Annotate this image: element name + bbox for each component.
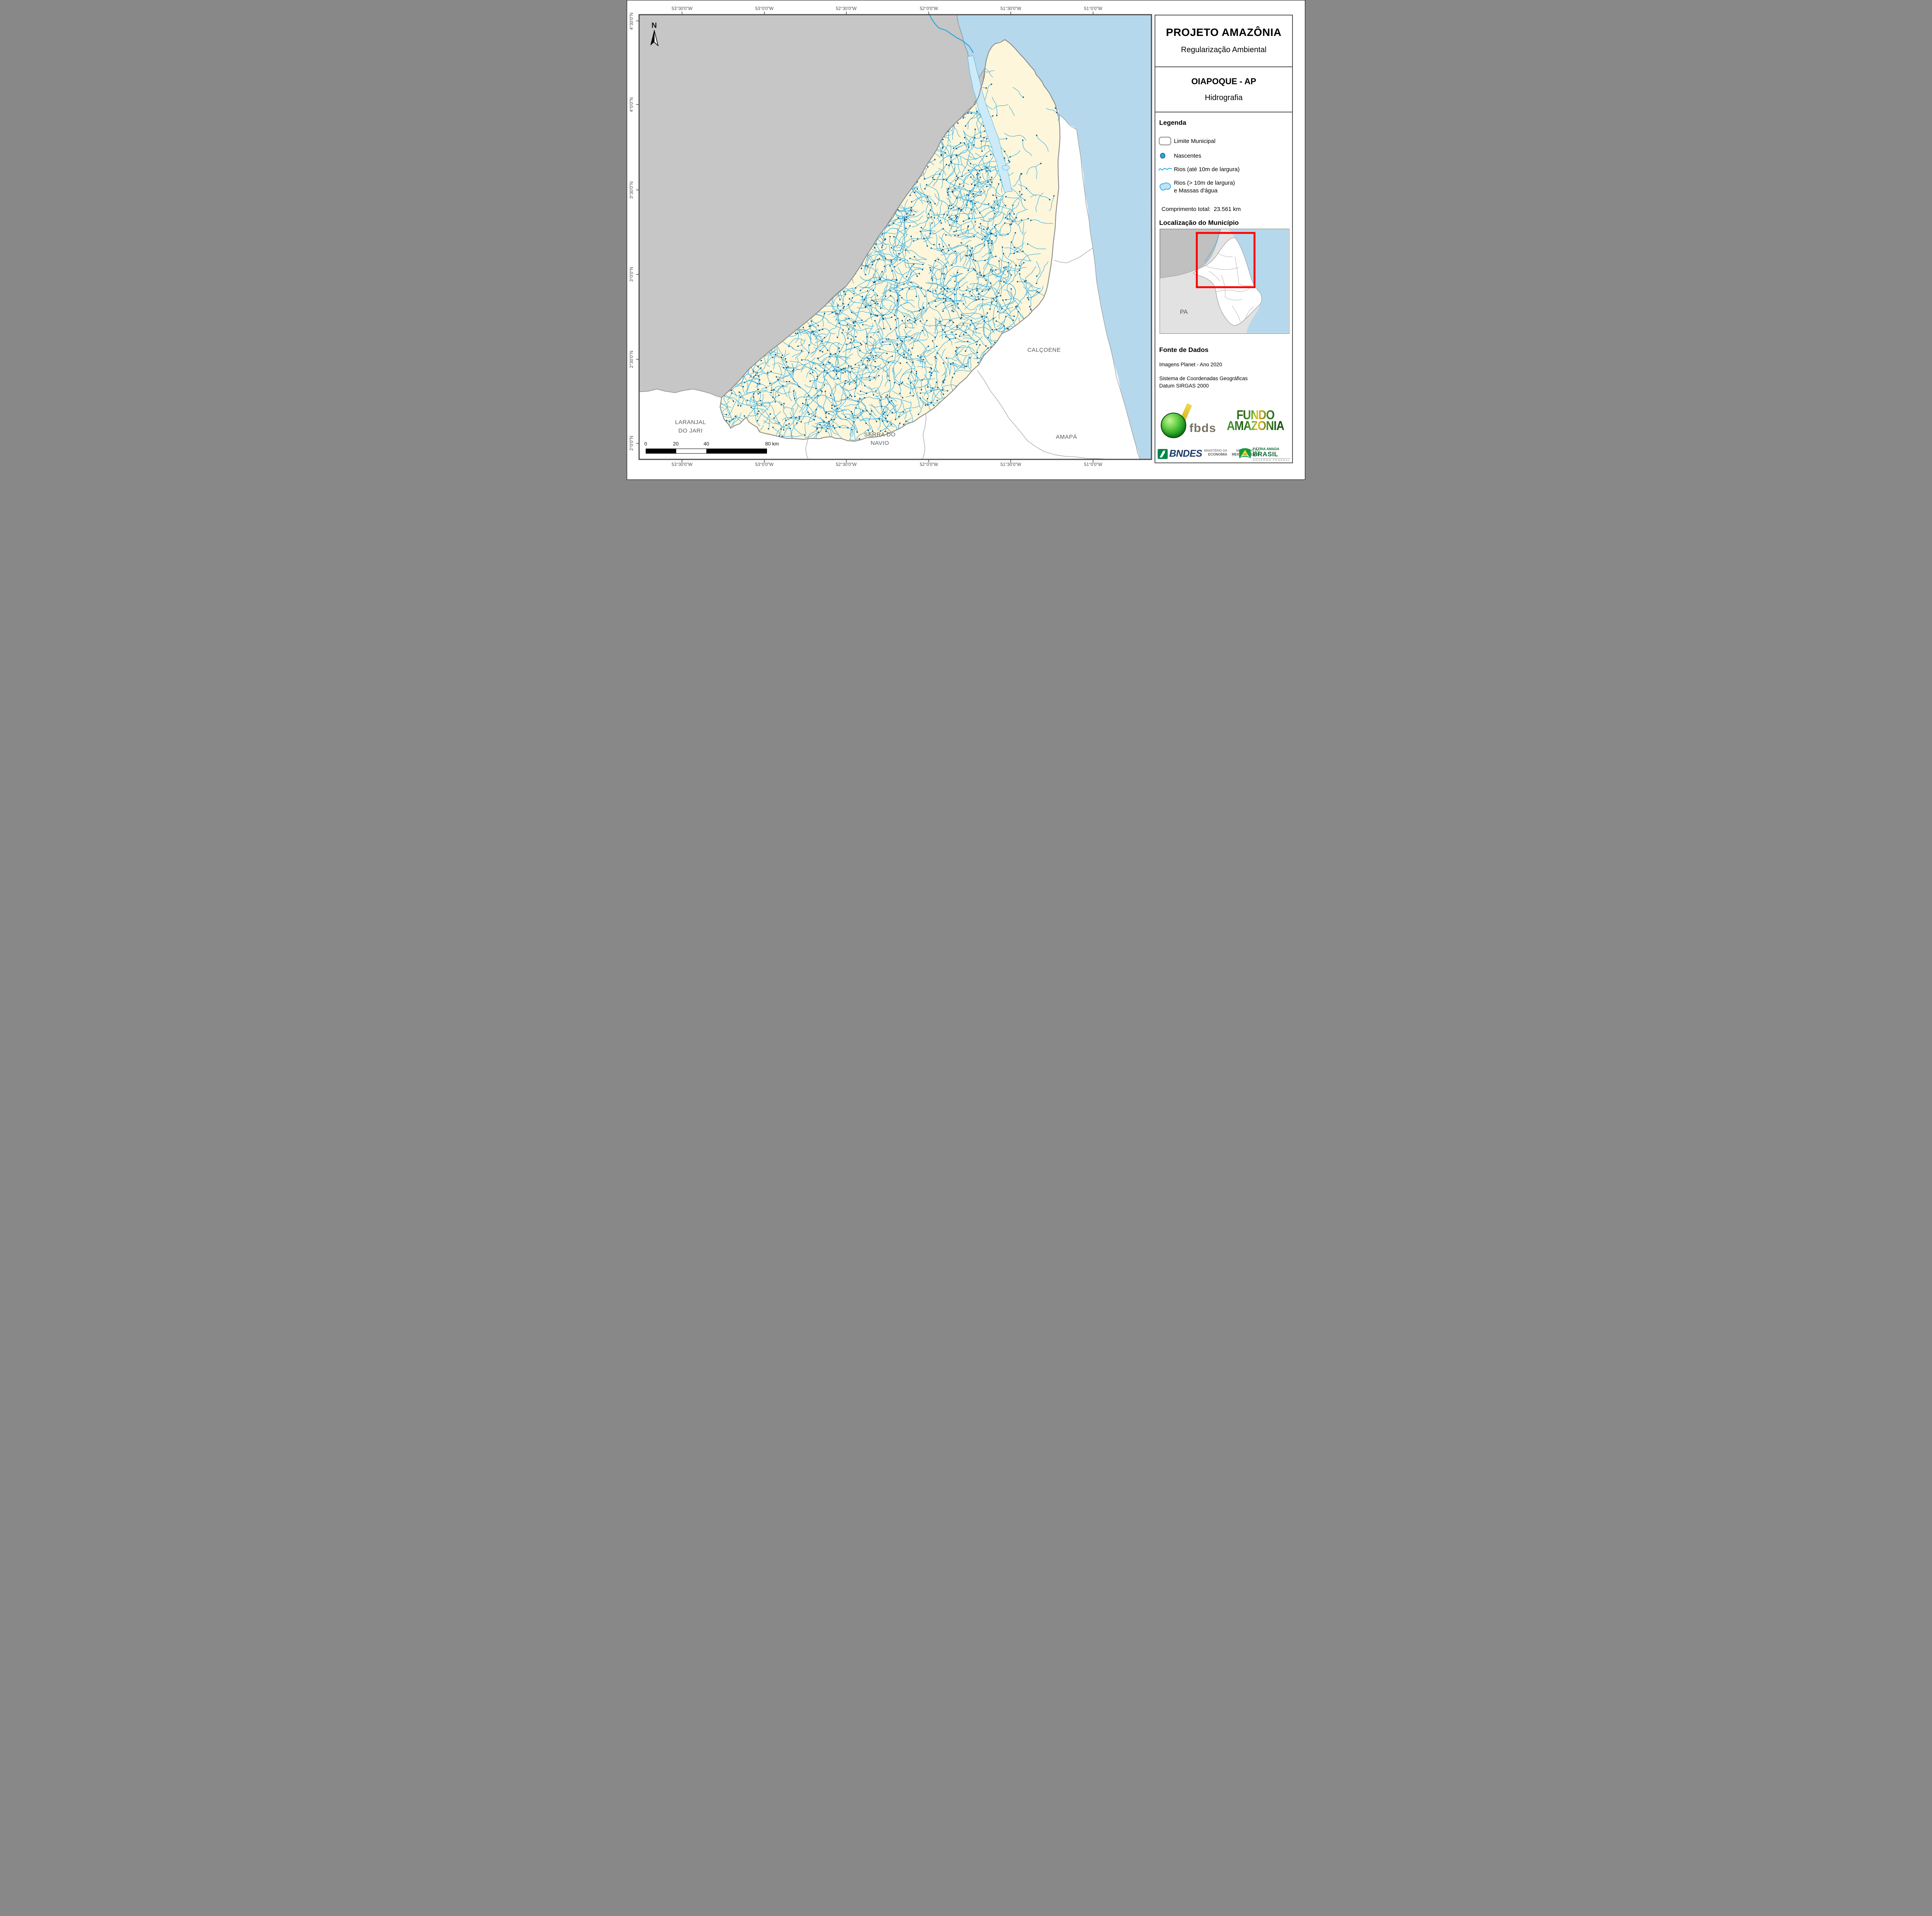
scalebar bbox=[646, 449, 767, 454]
ministerio-economia-line1: MINISTÉRIO DA bbox=[1204, 449, 1227, 452]
legend-rios-finos: Rios (até 10m de largura) bbox=[1174, 166, 1240, 173]
rios-largos-icon bbox=[1159, 182, 1171, 191]
fbds-logo: fbds bbox=[1158, 403, 1220, 441]
limite-municipal-icon bbox=[1158, 136, 1172, 146]
label-serra-line2: NAVIO bbox=[870, 440, 889, 447]
lon-label-bottom-5: 51°0'0"W bbox=[1084, 462, 1102, 467]
legend-rios-largos-line2: e Massas d'água bbox=[1174, 187, 1218, 194]
label-calcoene: CALÇOENE bbox=[1027, 347, 1061, 354]
municipality-border bbox=[719, 39, 1061, 442]
lat-label-5: 2°0'0"N bbox=[629, 435, 634, 451]
brasil-federal-logo: PÁTRIA AMADA BRASIL GOVERNO FEDERAL bbox=[1239, 447, 1291, 462]
brasil-logo-line3: GOVERNO FEDERAL bbox=[1252, 458, 1291, 462]
info-panel: PROJETO AMAZÔNIA Regularização Ambiental… bbox=[1155, 15, 1293, 463]
lon-label-top-1: 53°0'0"W bbox=[755, 7, 774, 11]
label-amapa: AMAPÁ bbox=[1056, 434, 1077, 440]
total-length-row: Comprimento total: 23.561 km bbox=[1162, 206, 1241, 213]
scalebar-segment-black1 bbox=[646, 449, 676, 453]
scalebar-tick-40: 40 bbox=[703, 441, 709, 447]
total-length-value: 23.561 km bbox=[1214, 206, 1241, 213]
neighbor-municipality-boundaries bbox=[805, 114, 1141, 459]
label-laranjal-line2: DO JARI bbox=[678, 427, 703, 434]
wide-rivers bbox=[967, 55, 1012, 193]
locator-neighbor-country bbox=[1160, 229, 1221, 279]
locator-state-shape bbox=[1193, 237, 1262, 326]
north-arrow-icon bbox=[650, 30, 659, 47]
fbds-logo-sphere-icon bbox=[1161, 413, 1186, 438]
scalebar-tick-80: 80 km bbox=[765, 441, 779, 447]
north-arrow-label: N bbox=[651, 22, 657, 30]
lon-label-bottom-3: 52°0'0"W bbox=[920, 462, 938, 467]
bndes-logo: BNDES bbox=[1158, 448, 1202, 459]
scalebar-segment-black2 bbox=[706, 449, 767, 453]
locator-state-label: PA bbox=[1180, 309, 1188, 316]
locator-inset-map: PA bbox=[1160, 229, 1289, 334]
rios-finos-icon bbox=[1158, 168, 1172, 171]
fundo-amazonia-logo: FUNDO AMAZÔNIA bbox=[1221, 409, 1290, 432]
map-sheet: 53°30'0"W 53°0'0"W 52°30'0"W 52°0'0"W 51… bbox=[627, 0, 1305, 480]
source-line-1: Imagens Planet - Ano 2020 bbox=[1159, 362, 1222, 367]
label-serra-line1: SERRA DO bbox=[864, 431, 896, 438]
ministerio-economia-line2: ECONOMIA bbox=[1208, 452, 1228, 457]
ocean bbox=[957, 15, 1151, 459]
lon-label-bottom-2: 52°30'0"W bbox=[836, 462, 857, 467]
lat-label-0: 4°30'0"N bbox=[629, 12, 634, 30]
fundo-amazonia-line1: FUNDO bbox=[1221, 409, 1290, 422]
legend-heading: Legenda bbox=[1159, 119, 1186, 126]
map-theme: Hidrografia bbox=[1205, 94, 1243, 102]
fundo-amazonia-line2: AMAZÔNIA bbox=[1221, 420, 1290, 432]
legend-nascentes: Nascentes bbox=[1174, 153, 1201, 159]
locator-map-canvas: PA bbox=[1160, 229, 1289, 333]
brasil-logo-line2: BRASIL bbox=[1252, 451, 1279, 458]
source-line-2: Sistema de Coordenadas Geográficas bbox=[1159, 376, 1248, 381]
lat-label-4: 2°30'0"N bbox=[629, 350, 634, 368]
project-title: PROJETO AMAZÔNIA bbox=[1166, 26, 1282, 38]
label-laranjal-line1: LARANJAL bbox=[675, 419, 706, 426]
bndes-icon bbox=[1158, 449, 1168, 459]
lon-label-bottom-4: 51°30'0"W bbox=[1000, 462, 1021, 467]
scalebar-segment-white bbox=[676, 449, 706, 453]
source-line-3: Datum SIRGAS 2000 bbox=[1159, 383, 1209, 389]
scalebar-tick-20: 20 bbox=[673, 441, 679, 447]
legend-limite: Limite Municipal bbox=[1174, 138, 1216, 145]
lon-label-bottom-0: 53°30'0"W bbox=[672, 462, 692, 467]
map-frame bbox=[638, 14, 1152, 460]
locator-highlight-rect bbox=[1196, 232, 1256, 288]
map-frame-grid bbox=[636, 12, 1152, 462]
locator-municipal-lines bbox=[1205, 252, 1253, 322]
lon-label-top-3: 52°0'0"W bbox=[920, 7, 938, 11]
locator-ocean bbox=[1229, 229, 1289, 333]
total-length-label: Comprimento total: bbox=[1162, 206, 1211, 213]
main-map bbox=[639, 15, 1151, 459]
lat-label-1: 4°0'0"N bbox=[629, 97, 634, 112]
lon-label-top-0: 53°30'0"W bbox=[672, 7, 692, 11]
locator-border-river bbox=[1204, 230, 1221, 262]
scalebar-tick-0: 0 bbox=[644, 441, 647, 447]
source-heading: Fonte de Dados bbox=[1159, 346, 1209, 354]
location-heading: Localização do Município bbox=[1159, 219, 1239, 226]
panel-divider-1 bbox=[1155, 66, 1292, 67]
lon-label-bottom-1: 53°0'0"W bbox=[755, 462, 774, 467]
legend-rios-largos-line1: Rios (> 10m de largura) bbox=[1174, 180, 1235, 186]
lon-label-top-2: 52°30'0"W bbox=[836, 7, 857, 11]
lon-label-top-5: 51°0'0"W bbox=[1084, 7, 1102, 11]
fbds-logo-text: fbds bbox=[1189, 421, 1216, 435]
municipality-name: OIAPOQUE - AP bbox=[1191, 77, 1256, 86]
bndes-text: BNDES bbox=[1169, 448, 1202, 459]
north-arrow: N bbox=[646, 22, 663, 48]
brasil-flag-icon bbox=[1239, 448, 1251, 458]
ministerio-economia: MINISTÉRIO DA ECONOMIA bbox=[1200, 449, 1227, 457]
project-subtitle: Regularização Ambiental bbox=[1181, 46, 1267, 54]
nascentes-icon bbox=[1160, 153, 1165, 159]
lon-label-top-4: 51°30'0"W bbox=[1000, 7, 1021, 11]
government-logos-row: BNDES MINISTÉRIO DA ECONOMIA MINISTÉRIO … bbox=[1155, 447, 1292, 463]
lat-label-3: 3°0'0"N bbox=[629, 267, 634, 282]
brasil-logo-line1: PÁTRIA AMADA bbox=[1252, 447, 1279, 451]
lat-label-2: 3°30'0"N bbox=[629, 181, 634, 199]
